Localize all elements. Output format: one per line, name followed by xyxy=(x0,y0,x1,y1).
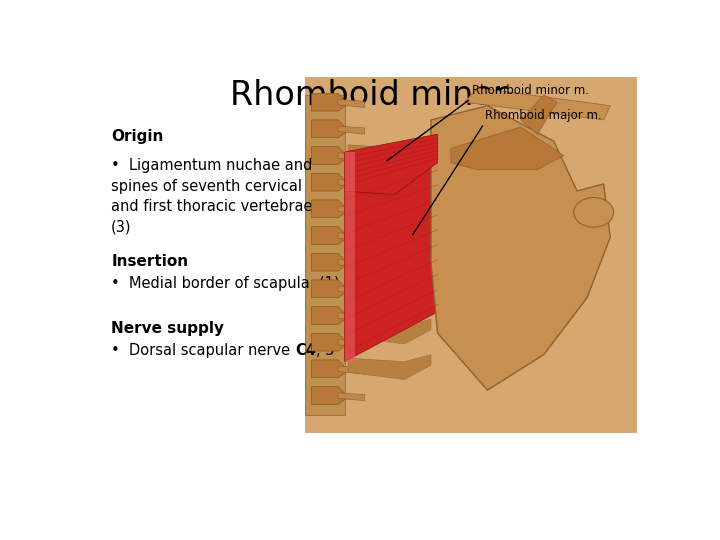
Polygon shape xyxy=(305,95,345,415)
Polygon shape xyxy=(312,173,348,191)
Polygon shape xyxy=(464,88,611,120)
Text: C4: C4 xyxy=(295,342,316,357)
Polygon shape xyxy=(312,307,348,325)
Polygon shape xyxy=(348,284,431,308)
Text: •  Medial border of scapula  (1): • Medial border of scapula (1) xyxy=(111,276,340,291)
Text: Nerve supply: Nerve supply xyxy=(111,321,224,335)
Polygon shape xyxy=(521,95,557,134)
Text: Origin: Origin xyxy=(111,129,163,144)
Polygon shape xyxy=(305,77,637,433)
Polygon shape xyxy=(312,120,348,138)
Polygon shape xyxy=(348,212,431,237)
Polygon shape xyxy=(312,333,348,351)
Polygon shape xyxy=(338,153,364,161)
Polygon shape xyxy=(345,191,355,362)
Polygon shape xyxy=(338,179,364,187)
Polygon shape xyxy=(348,248,431,273)
Circle shape xyxy=(574,198,613,227)
Polygon shape xyxy=(338,260,364,267)
Polygon shape xyxy=(312,360,348,377)
Polygon shape xyxy=(338,393,364,401)
Polygon shape xyxy=(312,93,348,111)
Polygon shape xyxy=(345,134,438,194)
Polygon shape xyxy=(312,200,348,218)
Polygon shape xyxy=(338,233,364,241)
Polygon shape xyxy=(312,253,348,271)
Polygon shape xyxy=(312,280,348,298)
Polygon shape xyxy=(345,152,355,191)
Polygon shape xyxy=(431,106,611,390)
Polygon shape xyxy=(312,387,348,404)
Text: Rhomboid minor: Rhomboid minor xyxy=(230,79,508,112)
Polygon shape xyxy=(338,126,364,134)
Polygon shape xyxy=(348,141,431,166)
Polygon shape xyxy=(338,286,364,294)
Text: •  Ligamentum nuchae and
spines of seventh cervical
and first thoracic vertebrae: • Ligamentum nuchae and spines of sevent… xyxy=(111,158,312,234)
Polygon shape xyxy=(338,366,364,374)
Polygon shape xyxy=(338,99,364,107)
Polygon shape xyxy=(312,146,348,164)
Text: Insertion: Insertion xyxy=(111,254,189,269)
Polygon shape xyxy=(338,340,364,347)
Polygon shape xyxy=(312,227,348,245)
Polygon shape xyxy=(338,313,364,321)
Polygon shape xyxy=(451,127,564,170)
Polygon shape xyxy=(348,319,431,344)
Text: , 5: , 5 xyxy=(316,342,334,357)
Text: Rhomboid major m.: Rhomboid major m. xyxy=(485,109,602,122)
Text: •  Dorsal scapular nerve: • Dorsal scapular nerve xyxy=(111,342,295,357)
Polygon shape xyxy=(345,163,438,362)
Polygon shape xyxy=(348,355,431,380)
Polygon shape xyxy=(338,206,364,214)
Text: Rhomboid minor m.: Rhomboid minor m. xyxy=(472,84,589,97)
Polygon shape xyxy=(348,177,431,202)
